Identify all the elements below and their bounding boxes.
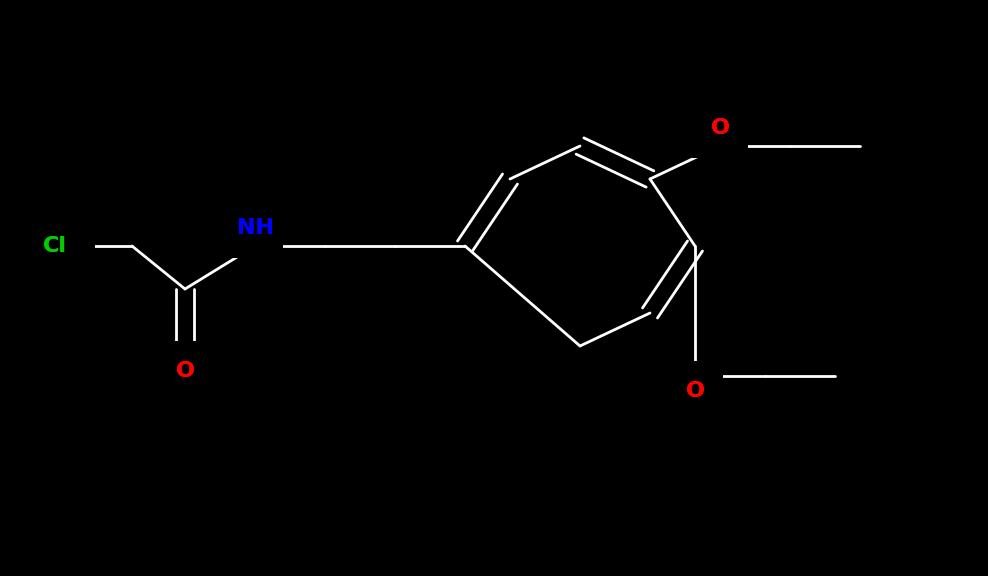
Text: Cl: Cl (43, 236, 67, 256)
FancyBboxPatch shape (39, 226, 95, 266)
Text: NH: NH (236, 218, 274, 238)
Text: O: O (176, 361, 195, 381)
FancyBboxPatch shape (227, 218, 283, 257)
Text: Cl: Cl (43, 236, 67, 256)
FancyBboxPatch shape (157, 342, 213, 381)
Text: O: O (176, 361, 195, 381)
Text: O: O (686, 381, 704, 401)
Text: O: O (686, 381, 704, 401)
Text: NH: NH (236, 218, 274, 238)
Text: O: O (710, 118, 729, 138)
FancyBboxPatch shape (667, 361, 723, 400)
FancyBboxPatch shape (692, 119, 748, 158)
Text: O: O (710, 118, 729, 138)
